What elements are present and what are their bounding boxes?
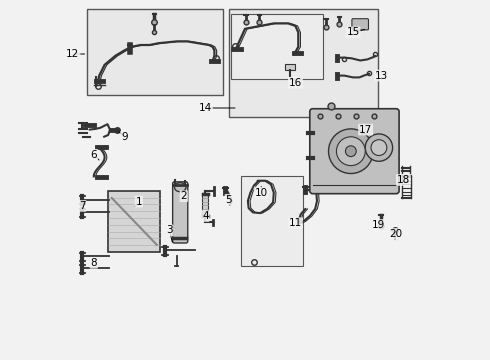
Bar xyxy=(108,191,160,252)
Text: 6: 6 xyxy=(91,150,97,160)
Bar xyxy=(242,176,303,266)
Text: 13: 13 xyxy=(375,71,389,81)
Text: 18: 18 xyxy=(397,175,410,185)
Text: 5: 5 xyxy=(225,195,232,205)
Text: 11: 11 xyxy=(289,218,302,228)
Bar xyxy=(229,9,378,117)
Text: 12: 12 xyxy=(66,49,79,59)
Text: 20: 20 xyxy=(390,229,403,239)
Text: 17: 17 xyxy=(359,125,372,135)
Ellipse shape xyxy=(174,183,186,192)
Bar xyxy=(87,9,223,95)
Text: 9: 9 xyxy=(121,132,128,142)
Text: 14: 14 xyxy=(199,103,212,113)
Text: 3: 3 xyxy=(166,225,172,235)
Text: 16: 16 xyxy=(289,78,302,88)
Text: 10: 10 xyxy=(255,188,268,198)
Circle shape xyxy=(371,140,387,156)
Circle shape xyxy=(365,134,392,161)
Text: 2: 2 xyxy=(180,191,187,201)
Text: 19: 19 xyxy=(371,220,385,230)
Bar xyxy=(202,193,208,216)
Bar xyxy=(231,14,323,79)
FancyBboxPatch shape xyxy=(310,109,399,194)
FancyBboxPatch shape xyxy=(352,19,368,30)
Circle shape xyxy=(345,146,356,157)
Text: 15: 15 xyxy=(346,27,360,37)
FancyBboxPatch shape xyxy=(172,182,188,243)
Text: 1: 1 xyxy=(136,197,142,207)
Circle shape xyxy=(328,129,373,174)
Text: 7: 7 xyxy=(79,201,86,211)
Text: 8: 8 xyxy=(91,258,97,268)
Text: 4: 4 xyxy=(202,211,209,221)
Bar xyxy=(285,64,295,70)
Circle shape xyxy=(337,137,365,166)
